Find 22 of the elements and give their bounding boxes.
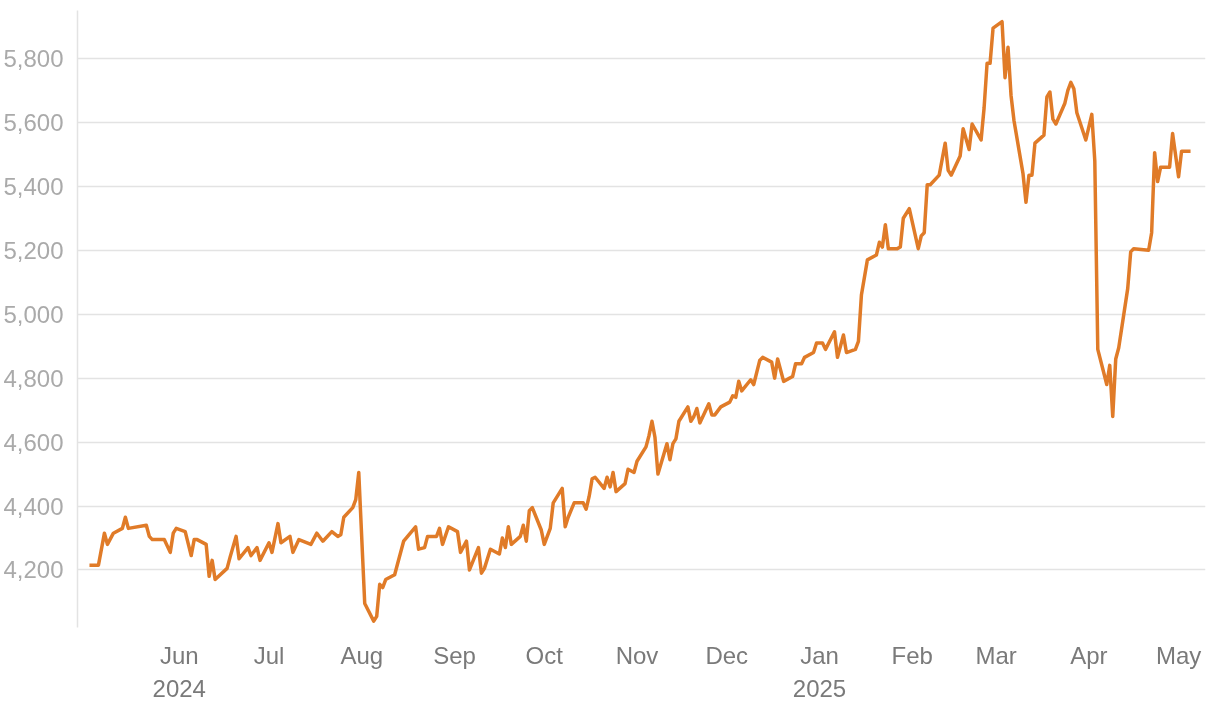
y-tick-label: 5,400 — [3, 172, 64, 200]
x-tick-label: Sep — [433, 641, 476, 669]
x-tick-label: Nov — [615, 641, 659, 669]
x-tick-label: Mar — [975, 641, 1017, 669]
x-tick-label: Apr — [1070, 641, 1108, 669]
x-tick-label: Jun 2024 — [152, 641, 206, 703]
y-tick-label: 4,800 — [3, 364, 64, 392]
x-tick-label: Aug — [340, 641, 384, 669]
y-tick-label: 5,600 — [3, 108, 64, 136]
y-tick-label: 4,200 — [3, 556, 64, 584]
line-series — [87, 19, 1193, 623]
y-tick-label: 4,600 — [3, 428, 64, 456]
y-tick-label: 5,000 — [3, 300, 64, 328]
x-tick-label: Dec — [705, 641, 749, 669]
y-tick-label: 5,200 — [3, 236, 64, 264]
y-tick-label: 5,800 — [3, 44, 64, 72]
x-tick-label: Jul — [253, 641, 285, 669]
y-tick-label: 4,400 — [3, 492, 64, 520]
x-tick-label: Oct — [525, 641, 564, 669]
x-tick-label: Jan 2025 — [792, 641, 847, 703]
x-tick-label: Feb — [891, 641, 933, 669]
x-tick-label: May — [1155, 641, 1202, 669]
